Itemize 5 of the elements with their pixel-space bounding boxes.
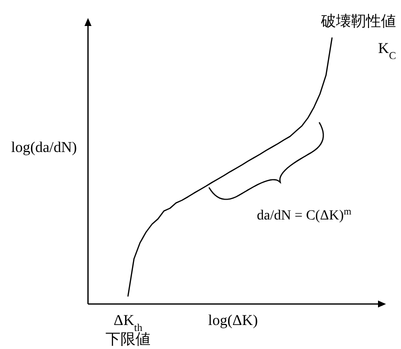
annotation: 破壊靭性値 K$_{C}$	[320, 13, 396, 62]
x-axis-title: log(ΔK)	[208, 313, 258, 329]
annotation: da/dN = C(ΔK)$^{m}$	[256, 206, 352, 224]
text: ΔK$_{th}$ 下限値	[106, 313, 150, 348]
y-axis-title: log(da/dN)	[11, 140, 77, 156]
